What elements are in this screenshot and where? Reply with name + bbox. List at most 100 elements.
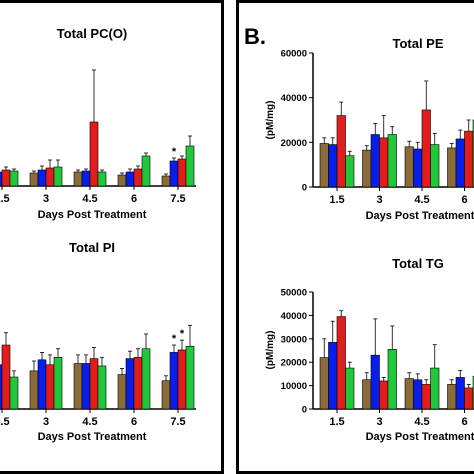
chart1-bar: [97, 171, 107, 187]
chart2-bar: [169, 352, 179, 410]
chart2-bar: [97, 365, 107, 410]
chart4-bar: [387, 349, 397, 410]
chart3-y-tick-label: 0: [302, 183, 307, 194]
chart4-bar: [370, 354, 380, 410]
chart4-bar: [464, 387, 474, 410]
chart3-bar: [336, 115, 346, 188]
chart4-bar: [404, 378, 414, 410]
chart2-bar: [141, 348, 151, 410]
chart2-significance-mark: *: [172, 333, 177, 345]
chart2-x-tick-label: 4.5: [82, 416, 97, 428]
chart2-bar: [53, 357, 63, 410]
chart3-bar: [404, 146, 414, 188]
chart3-y-tick-label: 60000: [281, 49, 307, 60]
chart4-bar: [319, 357, 329, 410]
chart1-x-tick-label: 4.5: [82, 193, 97, 205]
chart1-bar: [161, 175, 171, 187]
chart2-bar: [133, 357, 143, 410]
chart4-bar: [455, 377, 465, 410]
chart4-bar: [379, 380, 389, 410]
chart4-y-axis-label: (pM/mg): [265, 331, 276, 370]
chart4-y-tick-label: 20000: [281, 358, 307, 369]
chart4-x-axis-label: Days Post Treatment: [366, 431, 474, 443]
chart4-y-tick-label: 30000: [281, 334, 307, 345]
chart3-y-axis-label: (pM/mg): [265, 101, 276, 140]
chart1-bar: [45, 167, 55, 187]
chart3-bar: [328, 144, 338, 188]
chart4-x-tick-label: 6: [461, 416, 467, 428]
chart1-x-tick-label: 7.5: [170, 193, 185, 205]
chart3-bar: [430, 144, 440, 188]
chart2-bar: [9, 376, 19, 410]
chart3-bar: [447, 147, 457, 188]
chart1-bar: [29, 172, 39, 187]
chart4-bar: [345, 367, 355, 410]
chart2-bar: [117, 374, 127, 410]
chart3-x-axis-label: Days Post Treatment: [366, 210, 474, 222]
chart4-bar: [362, 379, 372, 410]
chart3-x-tick-label: 4.5: [414, 194, 429, 206]
chart2-title: Total PI: [69, 240, 115, 255]
chart2-x-tick-label: 7.5: [170, 416, 185, 428]
chart4-bar: [430, 367, 440, 410]
chart4-bar: [328, 342, 338, 410]
chart1-x-axis-label: Days Post Treatment: [38, 209, 147, 221]
chart1-bar: [125, 171, 135, 187]
chart2-x-tick-label: 3: [43, 416, 49, 428]
chart1-bar: [73, 171, 83, 187]
chart2-bar: [1, 344, 11, 410]
chart3-bar: [413, 148, 423, 188]
chart3-bar: [464, 130, 474, 188]
chart1-bar: [9, 170, 19, 187]
chart1-bar: [169, 160, 179, 187]
chart3-x-tick-label: 1.5: [329, 194, 344, 206]
chart1-bar: [133, 168, 143, 187]
chart3-bar: [370, 134, 380, 188]
chart3-bar: [421, 109, 431, 188]
chart2-bar: [89, 358, 99, 410]
chart4-y-tick-label: 10000: [281, 381, 307, 392]
chart3-title: Total PE: [392, 36, 443, 51]
chart1-bar: [81, 170, 91, 187]
chart4-bar: [447, 384, 457, 410]
chart1-bar: [117, 174, 127, 187]
chart1-bar: [37, 169, 47, 187]
chart1-significance-mark: *: [172, 146, 177, 158]
chart1-title: Total PC(O): [57, 26, 128, 41]
chart2-bar: [37, 359, 47, 410]
chart4-y-tick-label: 0: [302, 405, 307, 416]
chart2-x-tick-label: 6: [131, 416, 137, 428]
chart2-bar: [73, 363, 83, 410]
chart4-x-tick-label: 3: [376, 416, 382, 428]
chart2-x-tick-label: 1.5: [0, 416, 10, 428]
chart3-x-tick-label: 3: [376, 194, 382, 206]
chart4-x-tick-label: 1.5: [329, 416, 344, 428]
chart2-bar: [45, 364, 55, 410]
chart1-bar: [89, 121, 99, 187]
panel-letter-b: B.: [244, 24, 266, 49]
chart3-bar: [362, 149, 372, 188]
chart1-bar: [53, 166, 63, 187]
chart4-bar: [421, 384, 431, 410]
chart4-title: Total TG: [392, 256, 444, 271]
chart3-x-tick-label: 6: [461, 194, 467, 206]
chart2-bar: [125, 358, 135, 410]
chart2-bar: [161, 380, 171, 410]
chart1-x-tick-label: 3: [43, 193, 49, 205]
chart2-bar: [177, 349, 187, 410]
chart2-bar: [185, 345, 195, 410]
chart4-bar: [336, 316, 346, 410]
chart3-bar: [319, 143, 329, 188]
chart1-x-tick-label: 6: [131, 193, 137, 205]
chart4-bar: [413, 379, 423, 410]
chart3-bar: [379, 137, 389, 188]
chart4-y-tick-label: 40000: [281, 311, 307, 322]
chart4-x-tick-label: 4.5: [414, 416, 429, 428]
chart3-y-tick-label: 40000: [281, 93, 307, 104]
chart2-bar: [29, 370, 39, 410]
chart2-bar: [81, 363, 91, 410]
chart1-x-tick-label: 1.5: [0, 193, 10, 205]
chart4-y-tick-label: 50000: [281, 288, 307, 299]
chart1-bar: [1, 169, 11, 187]
